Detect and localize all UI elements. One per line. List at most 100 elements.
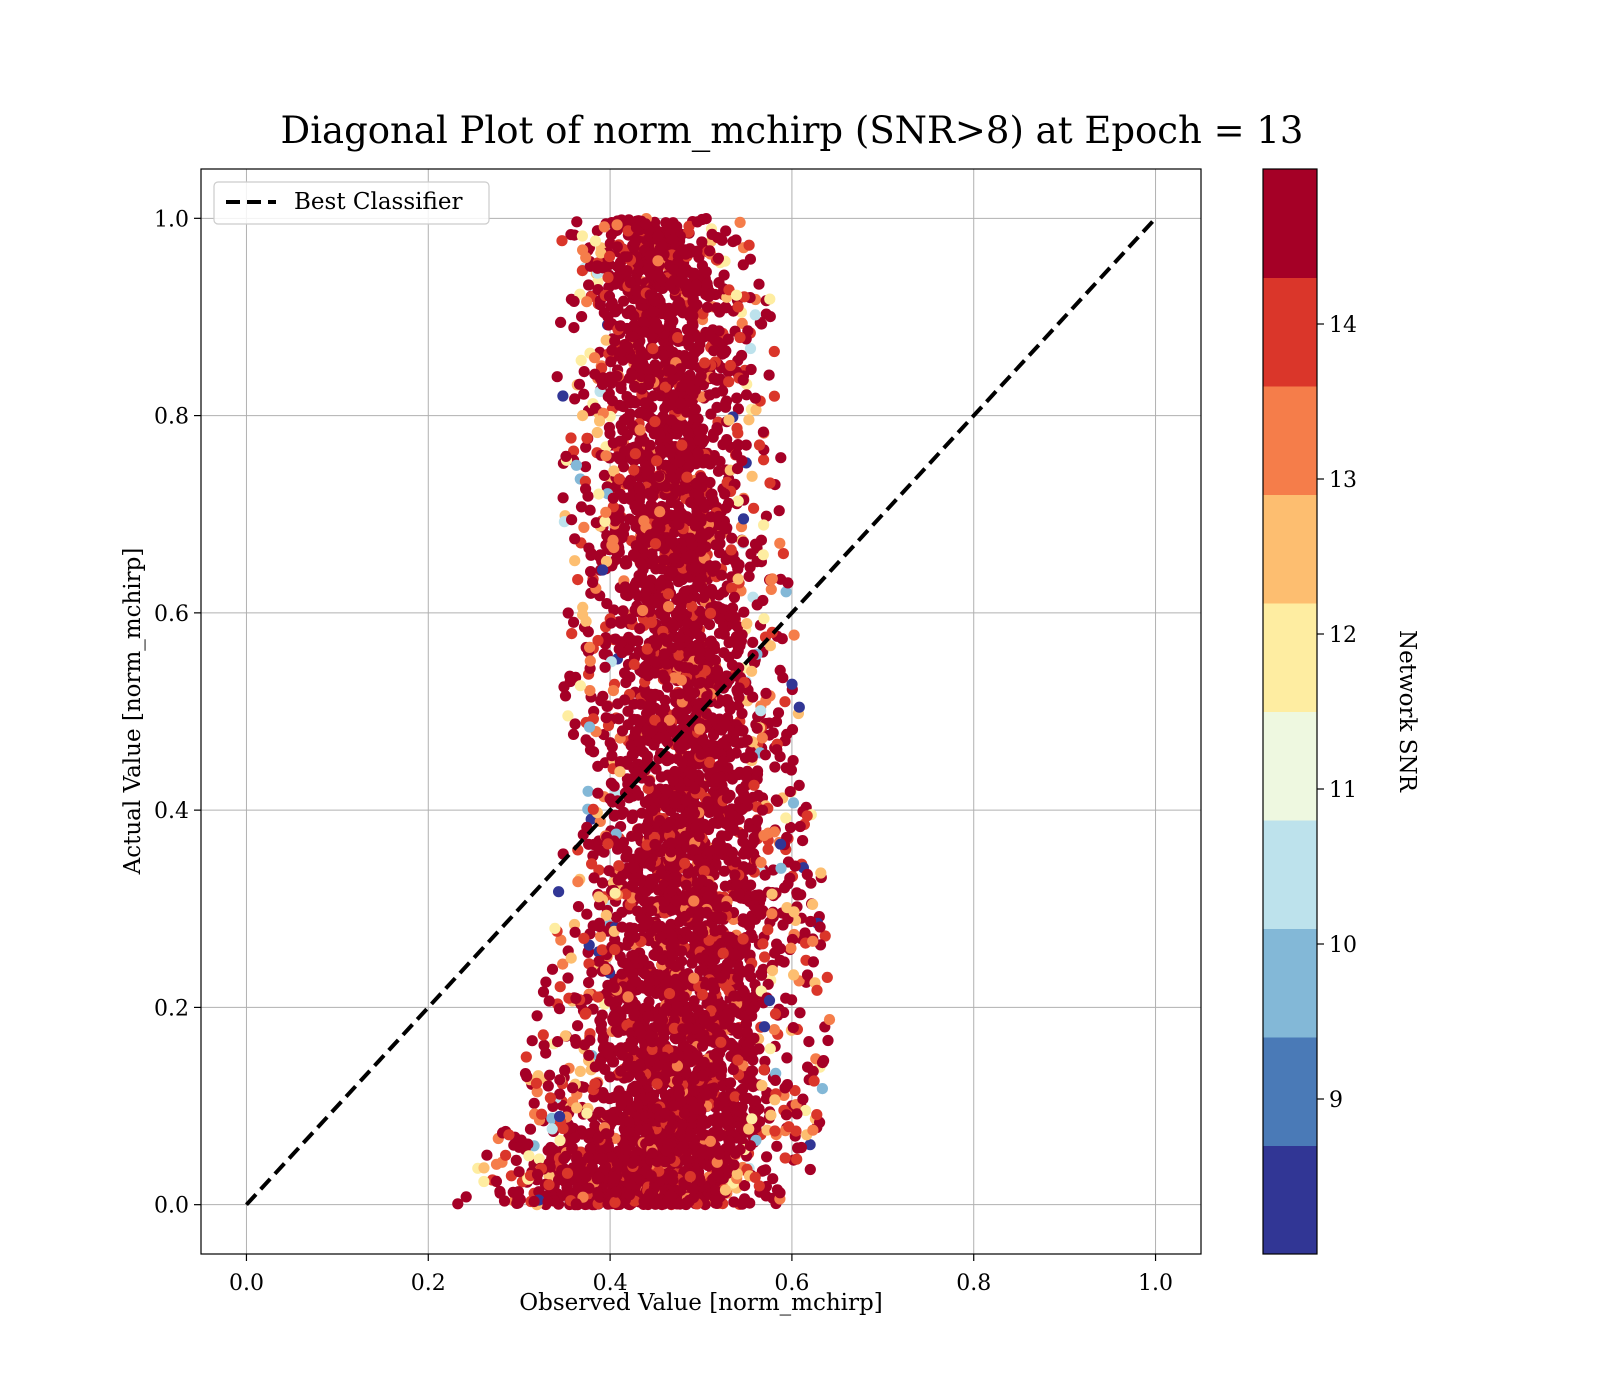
data-point: [621, 755, 633, 767]
data-point: [769, 1125, 781, 1137]
data-point: [767, 727, 779, 739]
data-point: [747, 691, 759, 703]
data-point: [510, 1154, 522, 1166]
data-point: [677, 970, 690, 983]
data-point: [544, 1092, 557, 1104]
data-point: [647, 343, 659, 355]
data-point: [635, 406, 647, 418]
data-point: [668, 1014, 681, 1026]
data-point: [675, 674, 687, 686]
data-point: [808, 1075, 820, 1087]
data-point: [727, 1064, 739, 1076]
data-point: [639, 326, 651, 338]
data-point: [707, 428, 720, 440]
data-point: [633, 823, 646, 835]
data-point: [760, 687, 772, 700]
data-point: [737, 933, 749, 945]
data-point: [719, 817, 732, 830]
data-point: [704, 650, 716, 662]
data-point: [555, 934, 567, 946]
data-point: [675, 1119, 688, 1131]
data-point: [688, 1138, 700, 1151]
data-point: [771, 1140, 783, 1152]
data-point: [675, 398, 687, 410]
data-point: [638, 515, 650, 527]
data-point: [514, 1193, 526, 1205]
data-point: [769, 761, 781, 773]
data-point: [537, 986, 550, 998]
data-point: [764, 477, 776, 489]
data-point: [769, 1074, 782, 1086]
data-point: [617, 605, 629, 617]
data-point: [695, 545, 707, 557]
data-point: [786, 933, 799, 946]
data-point: [703, 290, 715, 303]
data-point: [634, 1058, 646, 1070]
data-point: [614, 399, 626, 411]
data-point: [691, 245, 703, 257]
data-point: [792, 1142, 804, 1154]
data-point: [745, 879, 757, 891]
data-point: [623, 1126, 635, 1138]
data-point: [694, 921, 707, 933]
data-point: [601, 700, 613, 713]
data-point: [756, 732, 768, 744]
data-point: [731, 422, 743, 434]
data-point: [682, 333, 694, 345]
data-point: [720, 301, 732, 313]
data-point: [745, 363, 757, 376]
data-point: [644, 1029, 656, 1042]
data-point: [554, 981, 566, 993]
data-point: [655, 868, 667, 880]
data-point: [613, 713, 625, 725]
data-point: [760, 1190, 772, 1202]
data-point: [721, 434, 733, 446]
data-point: [595, 1018, 608, 1030]
data-point: [559, 690, 572, 702]
data-point: [576, 311, 588, 323]
data-point: [631, 1098, 644, 1111]
data-point: [732, 495, 744, 507]
data-point: [758, 1064, 770, 1076]
data-point: [704, 560, 716, 572]
data-point: [571, 1102, 583, 1114]
data-point: [644, 857, 657, 870]
data-point: [584, 685, 596, 697]
data-point: [713, 277, 725, 289]
data-point: [637, 954, 649, 966]
data-point: [674, 276, 686, 288]
data-point: [528, 1195, 540, 1208]
data-point: [732, 440, 744, 452]
data-point: [597, 564, 609, 576]
data-point: [593, 917, 606, 929]
data-point: [612, 874, 624, 886]
data-point: [728, 1196, 740, 1208]
data-point: [609, 515, 621, 527]
data-point: [777, 919, 789, 931]
data-point: [602, 271, 614, 283]
data-point: [779, 1152, 791, 1164]
data-point: [755, 705, 767, 717]
data-point: [763, 369, 775, 381]
data-point: [667, 950, 679, 962]
data-point: [648, 306, 660, 318]
data-point: [780, 812, 792, 824]
data-point: [554, 1074, 566, 1086]
data-point: [598, 648, 610, 660]
data-point: [673, 1087, 686, 1099]
data-point: [677, 1141, 689, 1153]
data-point: [641, 1123, 653, 1135]
data-point: [775, 862, 787, 874]
data-point: [789, 1085, 801, 1097]
data-point: [553, 1003, 566, 1015]
data-point: [676, 244, 689, 256]
data-point: [750, 1095, 762, 1107]
data-point: [768, 390, 781, 402]
data-point: [452, 1198, 464, 1210]
data-point: [616, 725, 629, 737]
data-point: [623, 1116, 635, 1128]
data-point: [733, 559, 745, 571]
data-point: [786, 678, 798, 690]
data-point: [587, 803, 599, 815]
data-point: [689, 520, 701, 532]
